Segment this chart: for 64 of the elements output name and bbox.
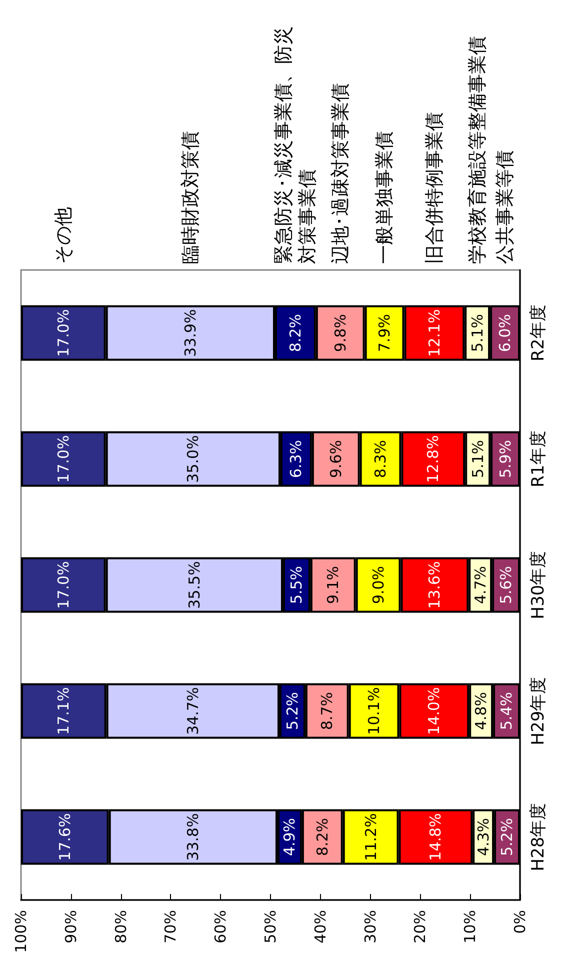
text: 一般単独事業債 [374,131,396,264]
data-label: 4.3% [474,818,492,856]
x-tick-label: 100% [12,910,30,953]
data-label: 5.1% [468,440,487,478]
data-label: 9.0% [369,566,388,604]
data-label: 8.2% [313,818,332,856]
x-tick-label: 60% [212,910,230,944]
data-label: 5.6% [497,566,516,604]
data-label: 17.0% [54,309,72,357]
y-tick-label: R1年度 [528,430,548,488]
data-label: 6.0% [496,314,514,352]
y-tick-label: H28年度 [528,802,548,872]
data-label: 5.1% [468,314,486,352]
data-label: 33.9% [181,309,200,357]
data-label: 14.8% [426,813,445,861]
data-label: 9.1% [324,566,342,604]
y-tick-label: H30年度 [528,550,548,620]
text: その他 [52,207,74,264]
data-label: 4.8% [472,692,490,730]
text: 緊急防災･減災事業債、防災対策事業債 [272,26,318,264]
data-label: 11.2% [362,813,380,861]
x-tick-label: 40% [311,910,330,944]
x-tick-label: 30% [361,910,380,944]
data-label: 17.0% [54,561,72,609]
text: 公共事業等債 [494,150,516,264]
data-label: 35.0% [184,435,202,483]
data-label: 5.9% [496,440,514,478]
data-label: 8.3% [372,440,390,478]
text: 学校教育施設等整備事業債 [466,36,488,264]
data-label: 5.2% [283,692,302,730]
data-label: 4.9% [280,818,299,856]
data-label: 17.0% [54,435,72,483]
data-label: 12.8% [424,435,442,483]
x-tick-label: 50% [262,910,280,944]
data-label: 17.6% [56,813,74,861]
data-label: 12.1% [425,309,444,357]
data-label: 7.9% [376,314,394,352]
data-label: 35.5% [185,561,204,609]
data-label: 17.1% [54,687,73,735]
data-label: 5.2% [498,818,516,856]
data-label: 8.2% [286,314,304,352]
data-label: 10.1% [365,687,384,735]
data-label: 33.8% [184,813,202,861]
x-tick-label: 90% [62,910,80,944]
x-tick-label: 70% [162,910,180,944]
data-label: 8.7% [318,692,336,730]
x-tick-label: 80% [112,910,130,944]
text: 臨時財政対策債 [179,131,202,264]
data-label: 6.3% [287,440,306,478]
data-label: 13.6% [426,561,444,609]
x-tick-label: 0% [511,910,529,934]
y-tick-label: H29年度 [528,676,548,746]
data-label: 9.6% [326,440,345,478]
text: 旧合併特例事業債 [423,112,446,264]
data-label: 9.8% [331,314,350,352]
data-label: 4.7% [471,566,490,604]
y-tick-label: R2年度 [528,304,548,362]
data-label: 34.7% [184,687,202,735]
x-tick-label: 10% [461,910,480,944]
data-label: 5.4% [498,692,516,730]
data-label: 5.5% [288,566,306,604]
text: 辺地･過疎対策事業債 [329,83,352,264]
x-tick-label: 20% [411,910,430,944]
data-label: 14.0% [425,687,444,735]
